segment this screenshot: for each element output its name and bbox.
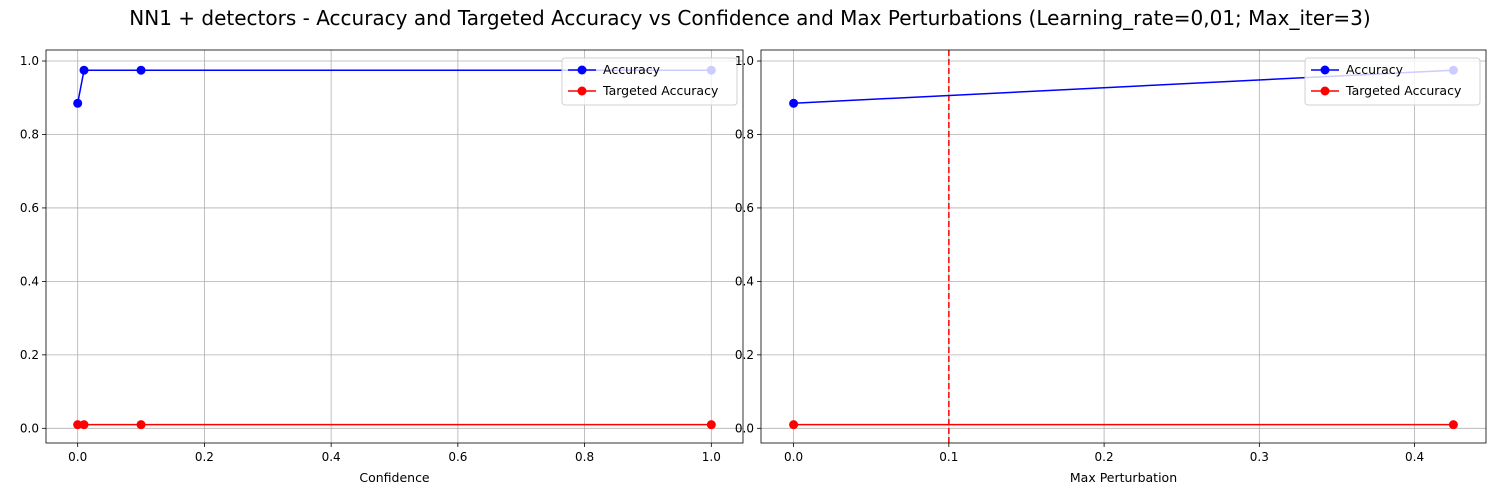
x-tick-label: 0.2 <box>195 450 214 464</box>
x-tick-label: 0.1 <box>939 450 958 464</box>
data-point-targeted-accuracy <box>789 420 799 430</box>
x-axis-label: Confidence <box>359 470 430 485</box>
data-point-accuracy <box>73 98 83 108</box>
x-tick-label: 0.6 <box>448 450 467 464</box>
legend-label: Targeted Accuracy <box>1345 83 1462 98</box>
legend-swatch-marker <box>1320 65 1330 75</box>
legend-swatch-marker <box>577 65 587 75</box>
x-tick-label: 0.8 <box>575 450 594 464</box>
x-tick-label: 0.0 <box>68 450 87 464</box>
x-tick-label: 0.0 <box>784 450 803 464</box>
figure-title: NN1 + detectors - Accuracy and Targeted … <box>129 6 1371 30</box>
y-tick-label: 0.4 <box>20 274 39 288</box>
axes-frame <box>45 49 744 444</box>
data-point-targeted-accuracy <box>136 420 146 430</box>
legend-label: Targeted Accuracy <box>602 83 719 98</box>
x-tick-label: 1.0 <box>702 450 721 464</box>
x-tick-label: 0.3 <box>1250 450 1269 464</box>
y-tick-label: 0.0 <box>735 421 754 435</box>
x-tick-label: 0.2 <box>1095 450 1114 464</box>
y-tick-label: 0.2 <box>20 348 39 362</box>
legend-swatch-marker <box>1320 86 1330 96</box>
y-tick-label: 0.4 <box>735 274 754 288</box>
y-tick-label: 0.8 <box>20 127 39 141</box>
y-tick-label: 0.0 <box>20 421 39 435</box>
legend-box <box>561 57 738 106</box>
data-point-accuracy <box>79 65 89 75</box>
x-axis-label: Max Perturbation <box>1070 470 1177 485</box>
x-tick-label: 0.4 <box>1405 450 1424 464</box>
legend-label: Accuracy <box>1346 62 1404 77</box>
legend-label: Accuracy <box>603 62 661 77</box>
legend-swatch-marker <box>577 86 587 96</box>
data-point-targeted-accuracy <box>73 420 83 430</box>
data-point-accuracy <box>789 98 799 108</box>
legend: Accuracy Targeted Accuracy <box>1304 57 1481 106</box>
data-point-targeted-accuracy <box>1448 420 1458 430</box>
legend: Accuracy Targeted Accuracy <box>561 57 738 106</box>
x-tick-label: 0.4 <box>322 450 341 464</box>
series-line-accuracy <box>76 69 712 104</box>
data-point-targeted-accuracy <box>79 420 89 430</box>
data-point-targeted-accuracy <box>706 420 716 430</box>
subplot-2: 0.0 0.1 0.2 0.3 0.4 0.0 0.2 0.4 0.6 0.8 1.0 Max Per… <box>735 49 1487 485</box>
y-tick-label: 0.8 <box>735 127 754 141</box>
y-tick-label: 1.0 <box>20 54 39 68</box>
data-point-accuracy <box>136 65 146 75</box>
y-tick-label: 0.2 <box>735 348 754 362</box>
legend-box <box>1304 57 1481 106</box>
y-tick-label: 0.6 <box>20 201 39 215</box>
y-tick-label: 0.6 <box>735 201 754 215</box>
axes-frame <box>760 49 1487 444</box>
y-tick-label: 1.0 <box>735 54 754 68</box>
subplot-1: 0.0 0.2 0.4 0.6 0.8 1.0 0.0 0.2 0.4 0.6 0.8 1.0 Conf… <box>20 49 744 485</box>
